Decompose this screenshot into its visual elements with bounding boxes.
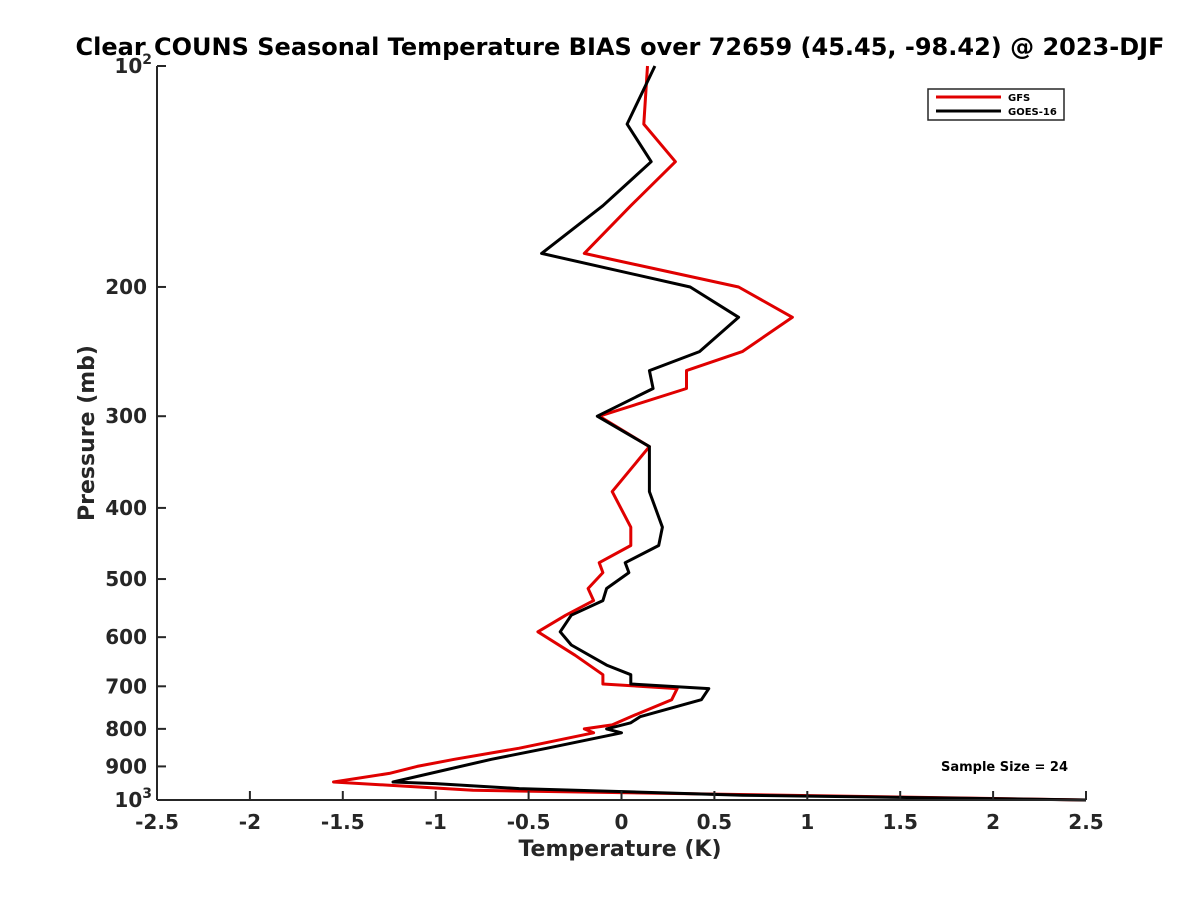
series-line-goes-16 (391, 65, 1087, 802)
series-line-gfs (332, 65, 1087, 802)
legend-label: GFS (1008, 93, 1030, 104)
legend-label: GOES-16 (1008, 107, 1057, 118)
chart-title: Clear COUNS Seasonal Temperature BIAS ov… (76, 33, 1165, 61)
y-tick-label: 102 (114, 52, 152, 78)
x-tick-label: -1.5 (321, 810, 365, 834)
x-tick-label: -0.5 (507, 810, 551, 834)
x-tick-label: -2.5 (135, 810, 179, 834)
y-tick-label: 400 (105, 496, 147, 520)
x-tick-label: 2 (986, 810, 1000, 834)
y-tick-label: 900 (105, 754, 147, 778)
y-tick-label: 103 (114, 786, 152, 812)
x-tick-label: 0 (615, 810, 629, 834)
legend: GFS GOES-16 (927, 88, 1065, 121)
y-tick-label: 500 (105, 567, 147, 591)
x-tick-label: -1 (425, 810, 447, 834)
y-tick-label: 700 (105, 674, 147, 698)
x-tick-label: 1 (800, 810, 814, 834)
y-tick-label: 600 (105, 625, 147, 649)
y-axis-label: Pressure (mb) (75, 345, 100, 521)
axes: -2.5 -2 -1.5 -1 -0.5 0 0.5 1 1.5 2 2.5 102 200 300 400… (105, 52, 1103, 834)
x-tick-label: 0.5 (697, 810, 732, 834)
y-tick-label: 300 (105, 404, 147, 428)
x-tick-label: 1.5 (882, 810, 917, 834)
plot-lines (332, 65, 1087, 802)
x-tick-label: 2.5 (1068, 810, 1103, 834)
y-tick-label: 800 (105, 717, 147, 741)
x-axis-label: Temperature (K) (518, 837, 721, 862)
sample-size-annotation: Sample Size = 24 (941, 760, 1068, 775)
x-tick-label: -2 (239, 810, 261, 834)
legend-box (927, 88, 1065, 121)
y-tick-label: 200 (105, 275, 147, 299)
